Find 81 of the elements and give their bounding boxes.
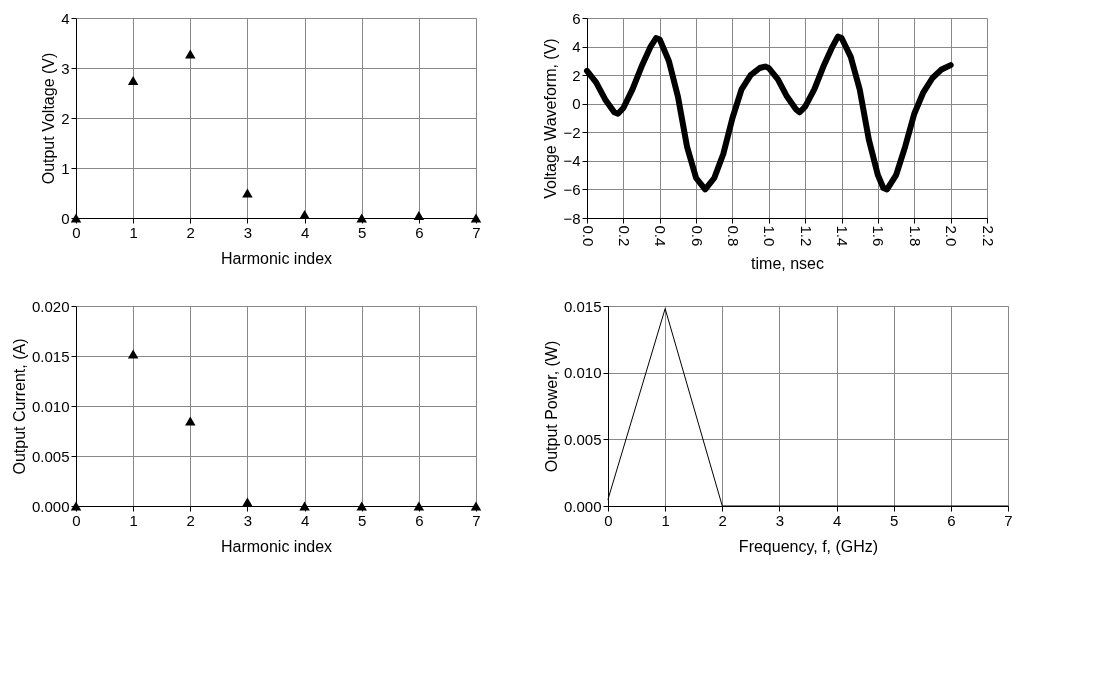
x-tick-label: 0 <box>72 223 81 241</box>
x-tick-label: 1.2 <box>797 225 815 247</box>
x-tick-label: 2 <box>186 511 195 529</box>
point <box>242 188 253 198</box>
y-tick-label: 4 <box>572 38 581 56</box>
x-tick-label: 6 <box>947 511 956 529</box>
point <box>127 349 139 359</box>
x-tick-label: 3 <box>243 223 253 241</box>
x-tick-label: 4 <box>300 511 310 529</box>
x-tick-label: 6 <box>415 223 424 241</box>
x-tick-label: 0.4 <box>652 225 670 247</box>
y-tick-label: 0.010 <box>563 364 602 382</box>
y-tick-label: −8 <box>563 209 581 227</box>
point <box>470 213 482 223</box>
point <box>70 501 82 511</box>
x-tick-label: 1 <box>129 511 138 529</box>
x-tick-label: 2.2 <box>979 225 997 247</box>
x-tick-label: 7 <box>472 223 481 241</box>
x-tick-label: 1 <box>129 223 138 241</box>
y-axis-title: Output Current, (A) <box>10 338 28 475</box>
y-tick-label: 0 <box>61 209 70 227</box>
x-tick-label: 1 <box>661 511 670 529</box>
x-tick-label: 1.4 <box>834 225 852 247</box>
point <box>356 213 367 223</box>
x-axis-title: Frequency, f, (GHz) <box>738 537 879 555</box>
point <box>299 501 310 511</box>
y-tick-label: 0 <box>572 95 581 113</box>
y-tick-label: 6 <box>572 9 581 27</box>
y-axis-title: Output Voltage (V) <box>40 52 58 185</box>
point <box>356 501 367 511</box>
y-tick-label: −4 <box>563 152 581 170</box>
x-tick-label: 2 <box>718 511 727 529</box>
x-tick-label: 6 <box>415 511 424 529</box>
y-axis-title: Voltage Waveform, (V) <box>542 38 560 199</box>
y-tick-label: 0.015 <box>31 347 70 365</box>
x-axis-title: Harmonic index <box>220 249 333 267</box>
y-tick-label: 0.015 <box>563 297 602 315</box>
x-tick-label: 1.0 <box>761 225 779 247</box>
point <box>242 497 253 507</box>
x-tick-label: 0.6 <box>688 225 706 247</box>
point <box>70 213 82 223</box>
x-tick-label: 7 <box>472 511 481 529</box>
y-tick-label: 1 <box>61 159 70 177</box>
y-tick-label: 2 <box>61 109 70 127</box>
x-axis-title: time, nsec <box>751 255 824 273</box>
x-tick-label: 4 <box>832 511 842 529</box>
x-tick-label: 0.0 <box>579 225 597 247</box>
y-tick-label: 0.010 <box>31 397 70 415</box>
x-tick-label: 0 <box>72 511 81 529</box>
x-tick-label: 3 <box>243 511 253 529</box>
y-tick-label: −2 <box>563 123 581 141</box>
x-tick-label: 1.8 <box>906 225 924 247</box>
y-tick-label: −6 <box>563 180 581 198</box>
x-tick-label: 5 <box>358 223 367 241</box>
x-tick-label: 3 <box>775 511 785 529</box>
point <box>185 49 196 59</box>
y-tick-label: 0.000 <box>563 497 602 515</box>
x-tick-label: 5 <box>890 511 899 529</box>
x-tick-label: 4 <box>300 223 310 241</box>
x-axis-title: Harmonic index <box>220 537 333 555</box>
point <box>413 501 425 511</box>
y-tick-label: 0.005 <box>31 447 70 465</box>
y-tick-label: 0.005 <box>563 430 602 448</box>
x-tick-label: 5 <box>358 511 367 529</box>
point <box>470 501 482 511</box>
x-tick-label: 2 <box>186 223 195 241</box>
x-tick-label: 2.0 <box>943 225 961 247</box>
x-tick-label: 0.8 <box>724 225 742 247</box>
point <box>185 416 196 426</box>
x-tick-label: 7 <box>1004 511 1013 529</box>
point <box>413 210 425 221</box>
x-tick-label: 0.2 <box>615 225 633 247</box>
point <box>127 75 139 86</box>
x-tick-label: 1.6 <box>870 225 888 247</box>
y-tick-label: 3 <box>61 59 70 77</box>
y-tick-label: 0.020 <box>31 297 70 315</box>
y-tick-label: 2 <box>572 66 581 84</box>
y-tick-label: 4 <box>61 9 70 27</box>
y-axis-title: Output Power, (W) <box>542 340 560 473</box>
x-tick-label: 0 <box>604 511 613 529</box>
y-tick-label: 0.000 <box>31 497 70 515</box>
